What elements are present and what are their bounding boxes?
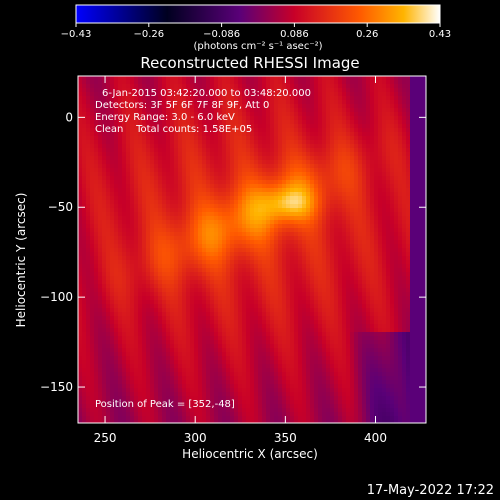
colorbar-tick-label: 0.26	[356, 29, 378, 40]
colorbar	[75, 4, 441, 24]
x-axis-label: Heliocentric X (arcsec)	[182, 447, 318, 461]
annotation-detectors: Detectors: 3F 5F 6F 7F 8F 9F, Att 0	[95, 100, 269, 111]
footer-timestamp: 17-May-2022 17:22	[367, 483, 494, 498]
colorbar-unit-label: (photons cm⁻² s⁻¹ asec⁻²)	[193, 41, 322, 52]
colorbar-tick-label: −0.26	[133, 29, 164, 40]
annotation-clean-counts: Clean Total counts: 1.58E+05	[95, 124, 252, 135]
annotation-energy-range: Energy Range: 3.0 - 6.0 keV	[95, 112, 235, 123]
axis-ticks: 250 300 350 400 0 −50 −100 −150	[40, 76, 426, 445]
x-tick-label: 300	[184, 431, 207, 445]
colorbar-tick-label: 0.086	[280, 29, 309, 40]
plot-frame	[77, 75, 427, 424]
colorbar-ticks: −0.43 −0.26 −0.086 0.086 0.26 0.43	[61, 23, 451, 40]
x-tick-label: 250	[94, 431, 117, 445]
colorbar-tick-label: −0.43	[61, 29, 92, 40]
y-tick-label: −150	[40, 380, 73, 394]
y-tick-label: −100	[40, 290, 73, 304]
peak-position-label: Position of Peak = [352,-48]	[95, 399, 235, 410]
colorbar-tick-label: 0.43	[429, 29, 451, 40]
heatmap-image	[78, 76, 426, 423]
y-tick-label: 0	[65, 110, 73, 124]
colorbar-tick-label: −0.086	[203, 29, 240, 40]
y-tick-label: −50	[48, 200, 73, 214]
annotation-time-range: 6-Jan-2015 03:42:20.000 to 03:48:20.000	[102, 88, 311, 99]
y-axis-label: Heliocentric Y (arcsec)	[14, 193, 28, 328]
x-tick-label: 350	[274, 431, 297, 445]
x-tick-label: 400	[364, 431, 387, 445]
chart-title: Reconstructed RHESSI Image	[140, 54, 359, 72]
